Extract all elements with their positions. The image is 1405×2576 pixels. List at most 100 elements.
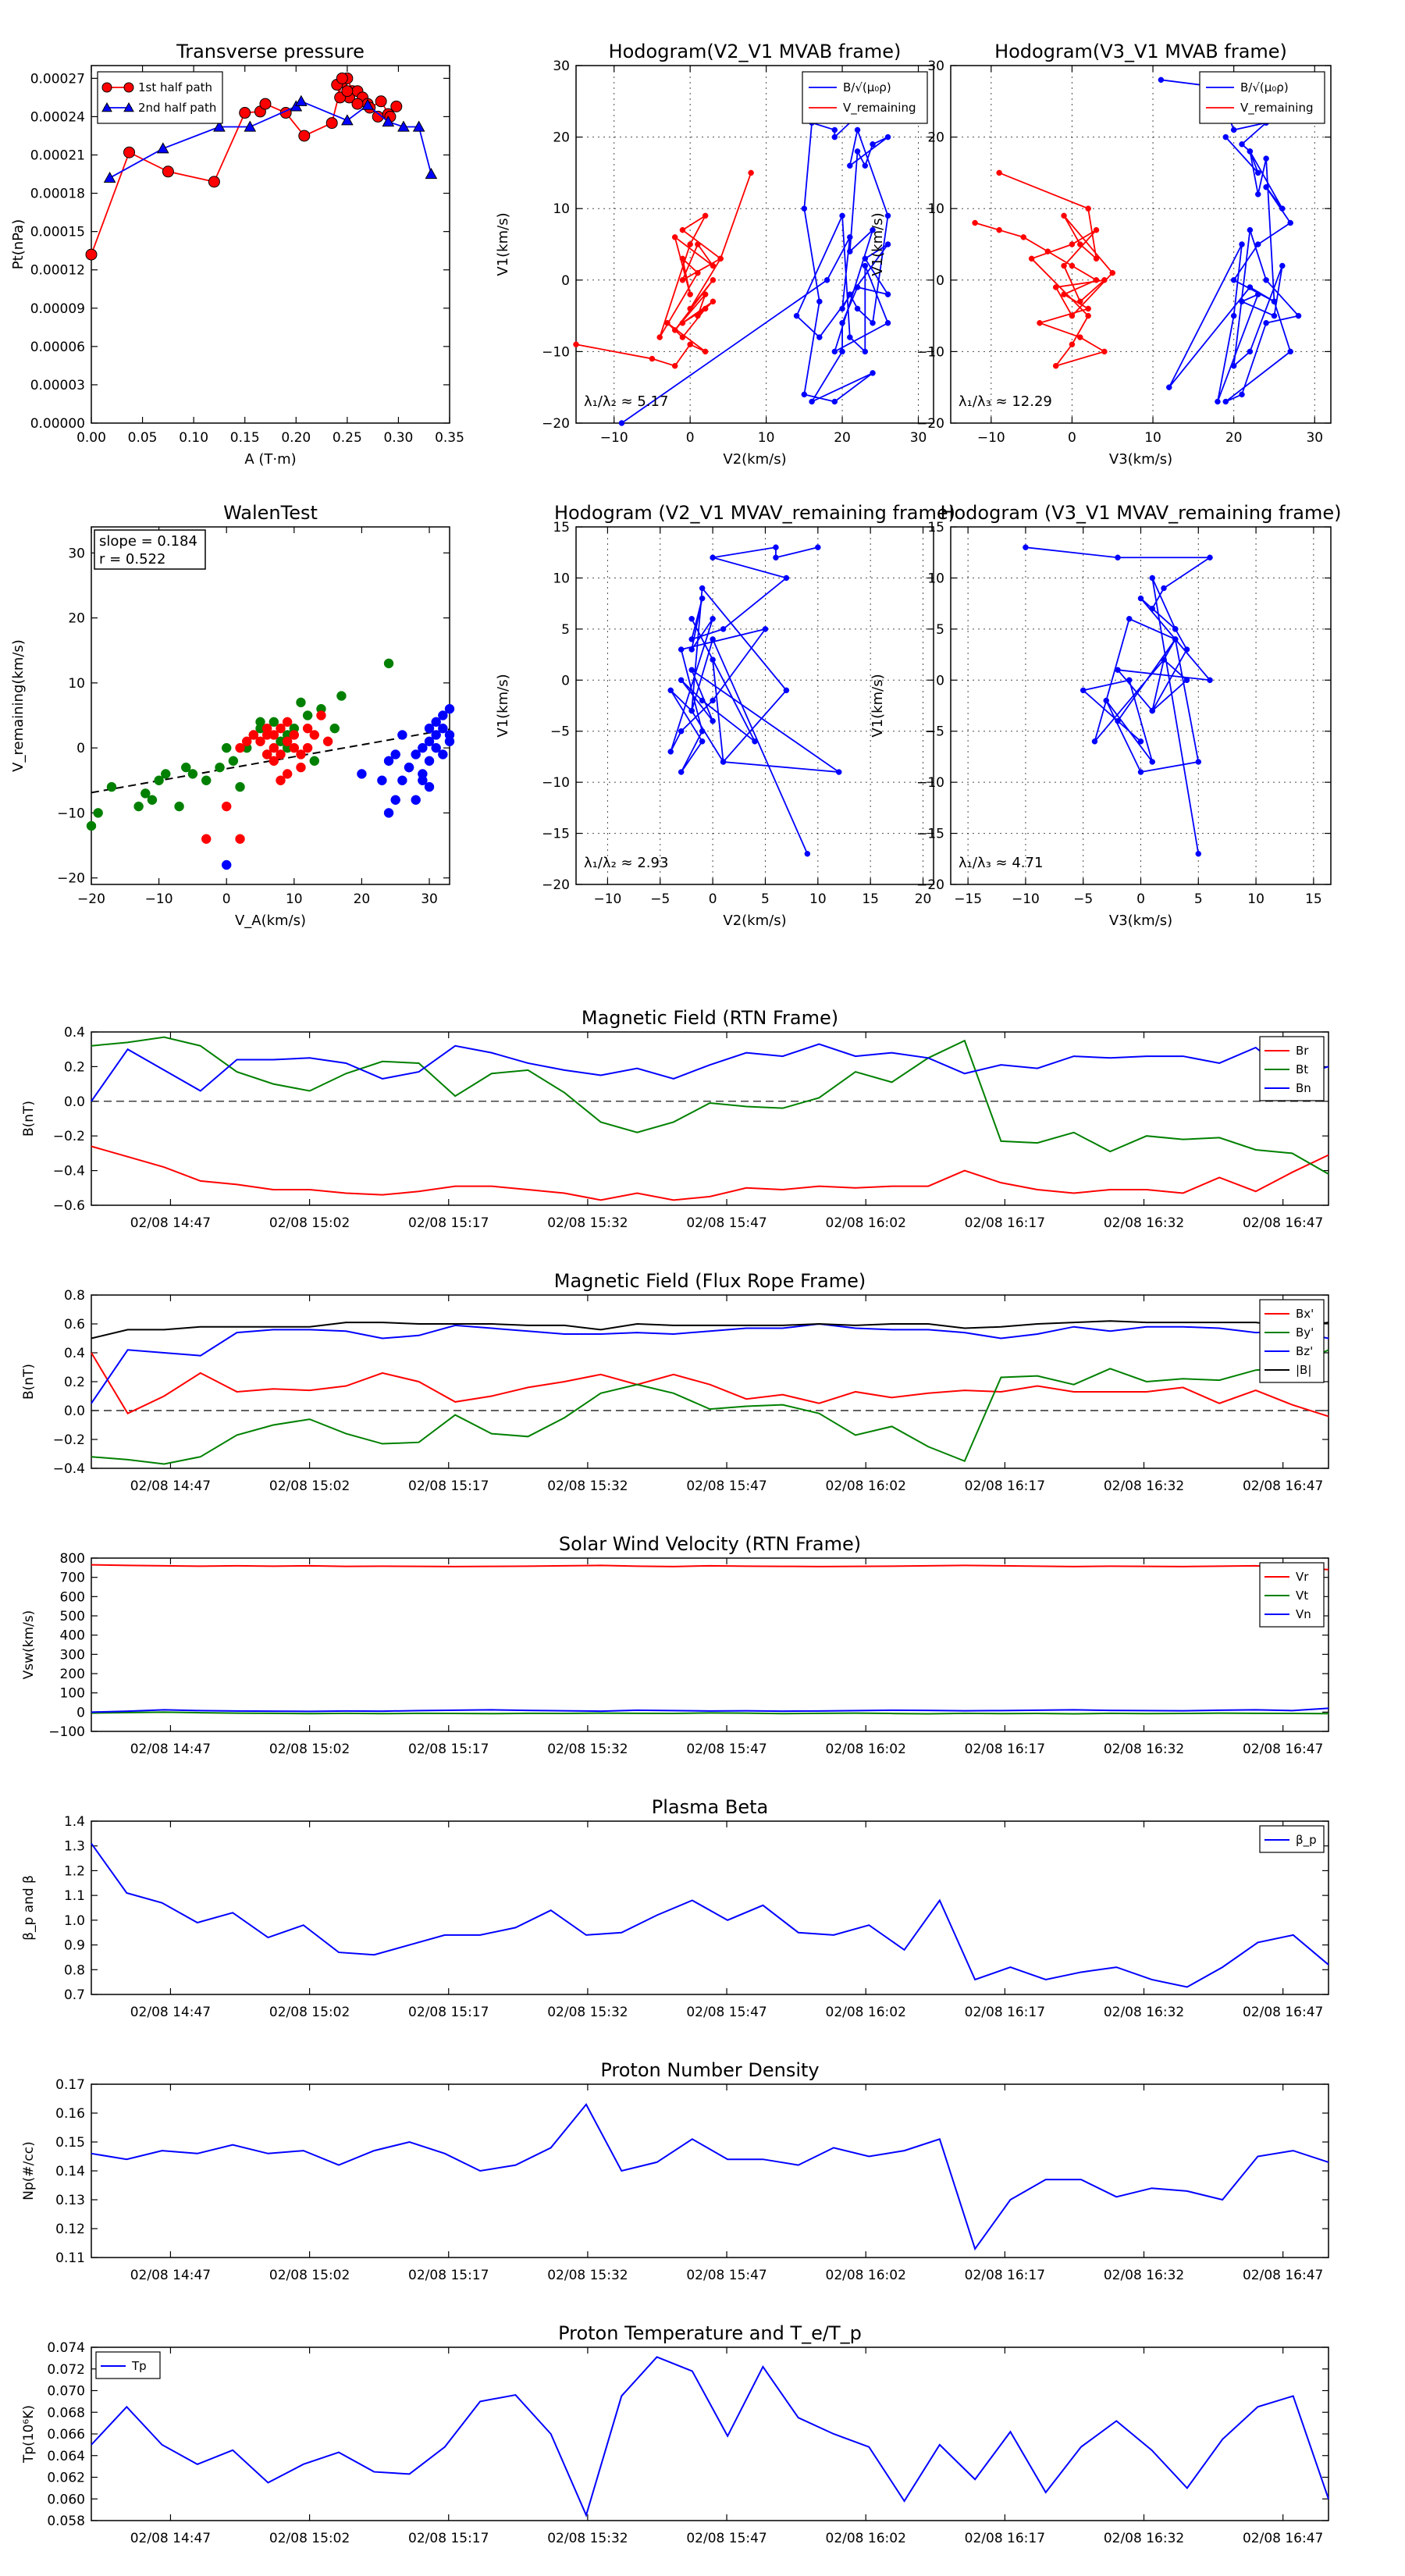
- data-point: [174, 801, 184, 812]
- y-tick-label: 0.17: [55, 2077, 85, 2093]
- data-point: [1093, 255, 1100, 262]
- x-tick-label: −5: [1073, 891, 1093, 907]
- legend-label: Tp: [131, 2359, 147, 2373]
- data-point: [282, 736, 293, 747]
- data-point: [862, 162, 869, 169]
- data-point: [255, 717, 265, 728]
- x-tick-label: 0.00: [76, 430, 106, 446]
- y-tick-label: 0.9: [64, 1938, 85, 1954]
- data-point: [831, 133, 838, 141]
- data-point: [180, 762, 191, 773]
- y-tick-label: −10: [542, 775, 570, 791]
- data-point: [671, 234, 678, 240]
- chart-title: Hodogram(V3_V1 MVAB frame): [994, 41, 1287, 62]
- legend: Br Bt Bn: [1259, 1036, 1325, 1101]
- y-tick-label: 1.1: [64, 1888, 85, 1904]
- y-tick-label: 0: [76, 741, 85, 756]
- x-tick-label: 10: [758, 430, 775, 446]
- x-tick-label: 20: [915, 891, 932, 907]
- time-tick-label: 02/08 16:17: [965, 2268, 1045, 2283]
- time-tick-label: 02/08 15:32: [547, 2268, 628, 2283]
- data-point: [341, 85, 354, 98]
- chart-m31: Hodogram (V3_V1 MVAV_remaining frame) −20…: [870, 502, 1342, 929]
- y-tick-label: 0.8: [64, 1962, 85, 1978]
- chart-h21: Hodogram(V2_V1 MVAB frame) −20 −10 0 10 20 30 −…: [495, 41, 934, 468]
- data-point: [431, 730, 441, 740]
- data-point: [870, 141, 876, 148]
- time-tick-label: 02/08 16:32: [1104, 1478, 1184, 1494]
- data-point: [86, 820, 97, 831]
- data-point: [162, 165, 174, 178]
- data-point: [411, 795, 421, 805]
- x-axis-label: V3(km/s): [1109, 913, 1172, 929]
- chart-title: Transverse pressure: [176, 41, 365, 62]
- data-point: [699, 728, 706, 735]
- data-point: [1020, 234, 1027, 240]
- data-point: [996, 226, 1002, 233]
- series-line-bt: [91, 1036, 1329, 1175]
- data-point: [699, 697, 706, 704]
- x-tick-label: 0: [222, 891, 231, 907]
- plot-frame: [91, 2083, 1329, 2258]
- plot-frame: [91, 526, 450, 885]
- data-point: [1183, 677, 1190, 684]
- x-tick-label: 10: [1144, 430, 1161, 446]
- data-point: [831, 398, 838, 405]
- time-tick-label: 02/08 16:32: [1104, 2531, 1184, 2546]
- y-tick-label: 0.060: [47, 2492, 85, 2507]
- chart-np: Proton Number Density 0.11 0.12 0.13 0.14 0.1…: [21, 2059, 1329, 2283]
- data-point: [1115, 554, 1121, 561]
- data-point: [1230, 277, 1237, 283]
- legend-label: 2nd half path: [138, 101, 216, 115]
- y-tick-label: −20: [916, 877, 944, 893]
- data-point: [1263, 155, 1269, 162]
- data-point: [710, 717, 716, 724]
- data-point: [1271, 298, 1278, 305]
- data-point: [664, 320, 670, 326]
- chart-title: Hodogram(V2_V1 MVAB frame): [609, 41, 902, 62]
- data-point: [847, 234, 853, 240]
- series-0: [667, 544, 842, 857]
- y-tick-label: 0.6: [64, 1317, 85, 1332]
- data-point: [431, 717, 441, 728]
- y-tick-label: 30: [927, 59, 944, 74]
- legend-label: B/√(μ₀ρ): [843, 80, 891, 94]
- legend: B/√(μ₀ρ) V_remaining: [802, 71, 928, 124]
- data-point: [1052, 284, 1059, 290]
- data-point: [431, 742, 441, 753]
- data-point: [302, 723, 313, 734]
- data-point: [1101, 277, 1108, 283]
- data-point: [296, 697, 306, 708]
- series-line: [575, 173, 752, 367]
- x-tick-label: 10: [1247, 891, 1264, 907]
- y-tick-label: 0.00015: [30, 225, 85, 240]
- y-tick-label: 0.00024: [30, 109, 85, 125]
- y-tick-label: 600: [60, 1589, 85, 1605]
- time-tick-label: 02/08 15:32: [547, 2531, 628, 2546]
- y-tick-label: −0.2: [53, 1432, 85, 1448]
- y-tick-label: −20: [57, 871, 85, 887]
- y-tick-label: 10: [68, 676, 85, 692]
- plot-frame: [91, 1031, 1329, 1206]
- y-tick-label: 0.0: [64, 1094, 85, 1110]
- data-point: [357, 769, 367, 779]
- data-point: [1271, 312, 1278, 319]
- y-axis-label: V_remaining(km/s): [10, 639, 27, 772]
- data-point: [816, 298, 823, 305]
- legend-label: V_remaining: [843, 101, 916, 116]
- data-point: [1279, 262, 1286, 269]
- time-tick-label: 02/08 16:17: [965, 1478, 1045, 1494]
- data-point: [884, 241, 891, 247]
- time-tick-label: 02/08 16:32: [1104, 1742, 1184, 1757]
- data-point: [1239, 391, 1245, 398]
- y-axis-label: B(nT): [21, 1101, 37, 1137]
- time-tick-label: 02/08 16:32: [1104, 1215, 1184, 1231]
- series-line-vr: [91, 1564, 1329, 1571]
- y-tick-label: −5: [550, 724, 570, 740]
- data-point: [1126, 677, 1133, 684]
- y-tick-label: −10: [542, 344, 570, 360]
- data-point: [1195, 850, 1202, 857]
- data-point: [854, 126, 861, 133]
- data-point: [1279, 205, 1286, 212]
- data-point: [710, 554, 716, 561]
